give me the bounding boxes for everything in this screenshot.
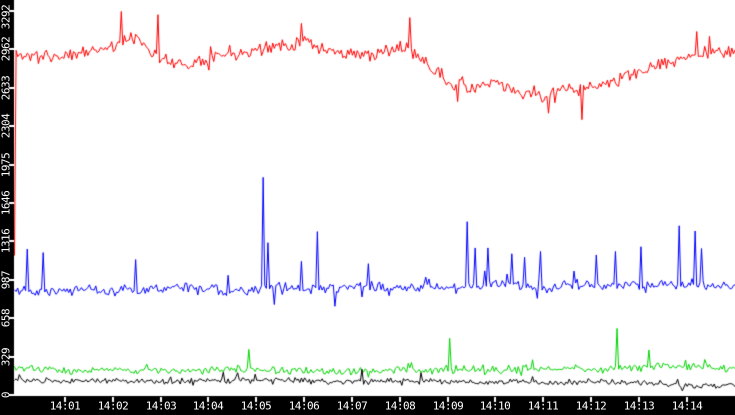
x-tick-label: 14:10	[479, 399, 511, 413]
y-tick-label: 658	[0, 308, 13, 328]
x-tick-label: 14:11	[527, 399, 559, 413]
x-tick-label: 14:09	[432, 399, 464, 413]
x-tick-label: 14:02	[97, 399, 129, 413]
y-tick-label: 1975	[0, 152, 13, 178]
y-tick-label: 1316	[0, 228, 13, 254]
x-tick-label: 14:07	[336, 399, 368, 413]
y-tick-label: 2304	[0, 113, 13, 139]
x-tick-label: 14:03	[145, 399, 177, 413]
y-tick-label: 3292	[0, 4, 13, 30]
x-tick-label: 14:12	[575, 399, 607, 413]
y-tick-label: 2962	[0, 36, 13, 62]
x-tick-label: 14:01	[49, 399, 81, 413]
y-tick-label: 0	[0, 391, 13, 399]
x-tick-label: 14:05	[240, 399, 272, 413]
y-tick-label: 2633	[0, 75, 13, 101]
x-tick-label: 14:14	[671, 399, 703, 413]
y-tick-label: 1646	[0, 190, 13, 216]
x-tick-label: 14:06	[288, 399, 320, 413]
x-tick-label: 14:08	[384, 399, 416, 413]
x-tick-label: 14:04	[192, 399, 224, 413]
y-tick-label: 329	[0, 347, 13, 367]
x-tick-label: 14:13	[623, 399, 655, 413]
y-tick-label: 987	[0, 270, 13, 290]
